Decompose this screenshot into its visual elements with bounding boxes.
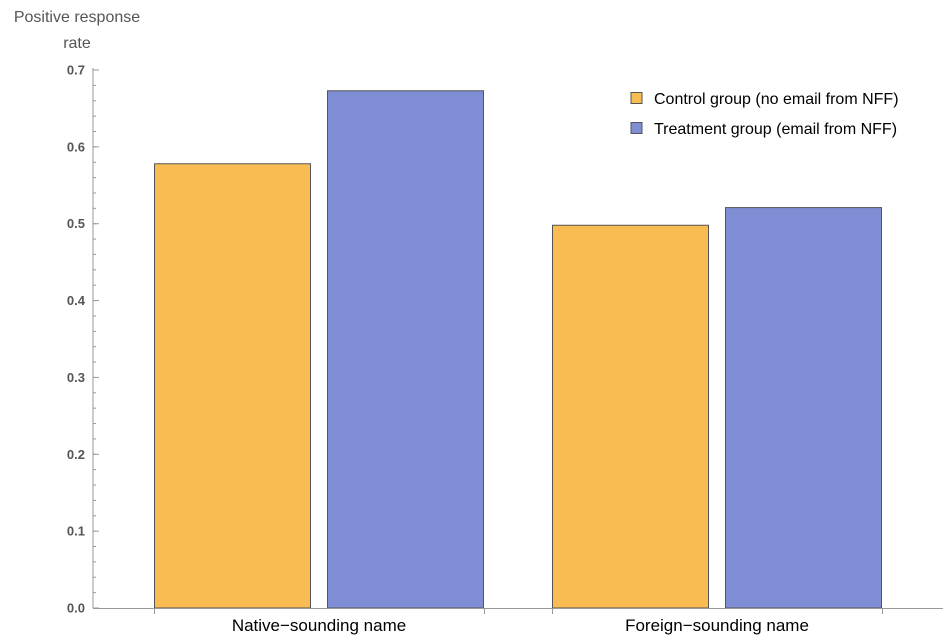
legend-label: Treatment group (email from NFF)	[654, 121, 897, 138]
y-axis-title-line-2: rate	[63, 35, 91, 52]
bar-control-1	[552, 224, 709, 609]
y-tick-label: 0.4	[67, 293, 86, 308]
bar-treatment-1	[725, 207, 882, 609]
legend: Control group (no email from NFF) Treatme…	[630, 91, 899, 138]
bar-control-0	[154, 163, 311, 609]
x-category-label: Foreign−sounding name	[625, 616, 809, 635]
x-category-label: Native−sounding name	[232, 616, 406, 635]
y-axis-title-line-1: Positive response	[14, 9, 140, 26]
y-tick-label: 0.7	[67, 63, 85, 78]
y-tick-label: 0.6	[67, 139, 85, 154]
legend-label: Control group (no email from NFF)	[654, 91, 899, 108]
y-tick-label: 0.3	[67, 370, 85, 385]
y-tick-label: 0.0	[67, 601, 85, 616]
y-tick-label: 0.5	[67, 216, 85, 231]
y-axis: 0.0 0.1 0.2 0.3 0.4 0.5 0.6 0.7	[67, 63, 99, 616]
bars	[154, 90, 882, 609]
bar-treatment-0	[327, 90, 484, 609]
y-axis-title: Positive response rate	[14, 9, 140, 52]
y-tick-label: 0.1	[67, 524, 85, 539]
legend-swatch	[630, 92, 643, 104]
x-axis: Native−sounding name Foreign−sounding nam…	[93, 608, 943, 635]
y-tick-label: 0.2	[67, 447, 85, 462]
legend-swatch	[630, 122, 643, 134]
